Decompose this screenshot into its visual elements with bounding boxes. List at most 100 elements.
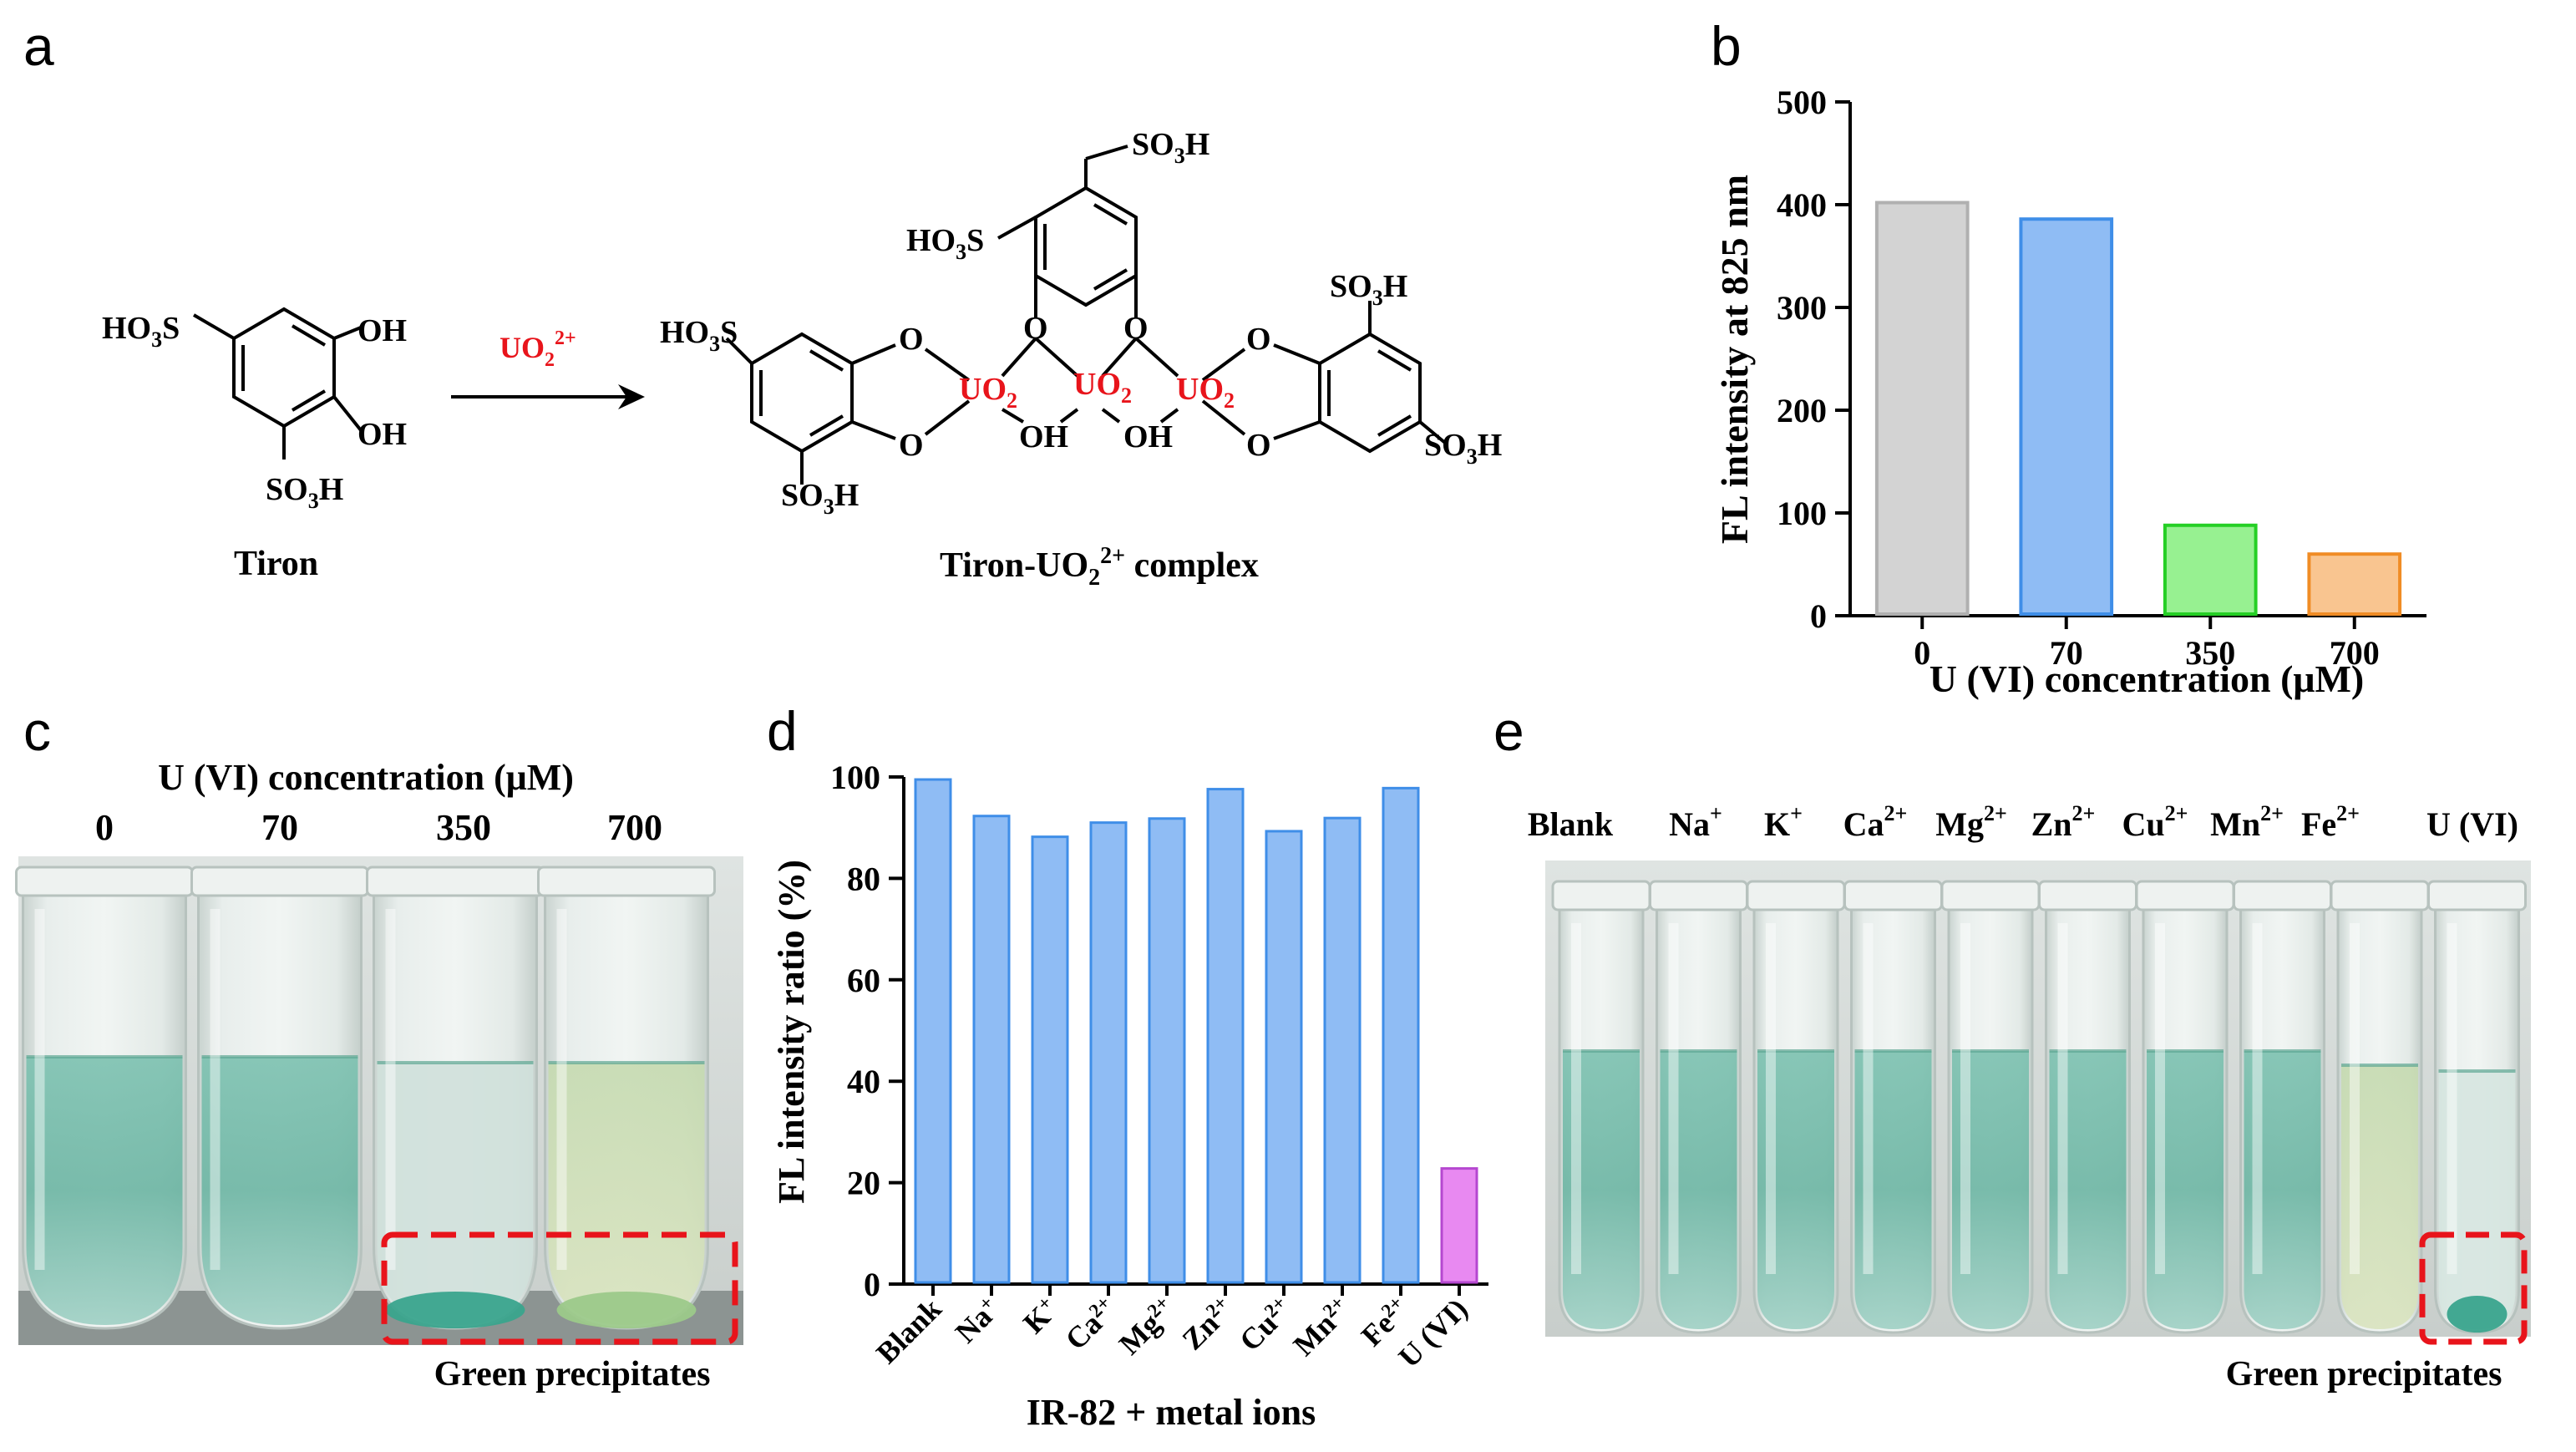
complex-hso3-center: HO3S — [906, 223, 984, 264]
photo-e-tube — [2330, 880, 2430, 1334]
chart-b-y-tick-label: 0 — [1810, 597, 1827, 635]
chart-d-bar — [914, 778, 952, 1284]
complex-o-5: O — [1246, 322, 1271, 357]
tiron-hso3-label: HO3S — [102, 311, 180, 352]
chart-d-x-tick-label: Ca2+ — [1059, 1292, 1123, 1356]
chart-d-x-tick-label: U (VI) — [1392, 1292, 1473, 1373]
photo-e-tube-label: Na+ — [1669, 801, 1722, 843]
complex-so3h-right-bottom: SO3H — [1424, 428, 1502, 469]
precipitate-highlight-box-e — [2419, 1231, 2528, 1345]
precipitate-highlight-box-c — [381, 1231, 738, 1345]
chart-d-x-label: IR-82 + metal ions — [1027, 1392, 1316, 1433]
photo-e-tube — [1940, 880, 2041, 1334]
complex-uo2-2: UO2 — [1073, 367, 1132, 408]
photo-e-tube — [2135, 880, 2235, 1334]
photo-e-tube-label: Mn2+ — [2210, 801, 2284, 843]
chart-d-x-tick-label: Mn2+ — [1286, 1292, 1356, 1362]
photo-e-annotation: Green precipitates — [2226, 1355, 2502, 1394]
photo-c-tube — [366, 866, 545, 1330]
photo-e-tube-label: Ca2+ — [1843, 801, 1908, 843]
chart-b-bar — [2019, 217, 2114, 616]
chart-d-bar — [1148, 817, 1186, 1284]
chart-d-bar — [1031, 835, 1069, 1284]
complex-oh-1: OH — [1019, 419, 1068, 454]
panel-label-a: a — [23, 15, 54, 77]
chart-b-x-tick-label: 700 — [2330, 634, 2380, 672]
chart-b-y-tick-label: 300 — [1777, 289, 1827, 327]
chart-d-y-tick-label: 60 — [847, 962, 880, 999]
chart-d-x-tick-label: Mg2+ — [1113, 1292, 1182, 1361]
chart-b-bar — [2163, 523, 2258, 617]
photo-c-tube-label: 0 — [95, 807, 114, 848]
tiron-oh-label-1: OH — [357, 313, 407, 348]
photo-e-tube — [1551, 880, 1651, 1334]
chart-d-y-tick-label: 80 — [847, 860, 880, 897]
panel-label-e: e — [1493, 700, 1524, 762]
photo-e-tube-label: Mg2+ — [1935, 801, 2007, 843]
photo-e-tube-label: Cu2+ — [2122, 801, 2188, 843]
photo-c-tube-label: 700 — [607, 807, 662, 848]
complex-oh-2: OH — [1123, 419, 1173, 454]
complex-o-1: O — [899, 322, 924, 357]
chart-b-y-tick-label: 200 — [1777, 392, 1827, 429]
chart-d-bar — [1382, 786, 1420, 1284]
photo-c-tube — [537, 866, 716, 1330]
photo-e-tube-label: Fe2+ — [2301, 801, 2360, 843]
chart-b-y-label: FL intensity at 825 nm — [1713, 175, 1756, 544]
chart-d-x-tick-label: K+ — [1017, 1292, 1065, 1340]
photo-e-tube-label: K+ — [1764, 801, 1803, 843]
complex-structure — [725, 145, 1447, 485]
photo-e-tube — [2233, 880, 2332, 1334]
chart-b-y-tick-label: 400 — [1777, 186, 1827, 224]
photo-e-tube — [2038, 880, 2137, 1334]
photo-e-tube-label: Zn2+ — [2031, 801, 2096, 843]
complex-uo2-3: UO2 — [1176, 372, 1235, 413]
chart-d-x-tick-label: Na+ — [949, 1292, 1007, 1349]
photo-e-tube-label: U (VI) — [2426, 805, 2518, 843]
chart-b-bar — [2307, 552, 2402, 617]
chart-b-x-tick-label: 350 — [2185, 634, 2235, 672]
chart-d-y-label: FL intensity ratio (%) — [771, 860, 812, 1204]
chart-b-x-tick-label: 0 — [1914, 634, 1930, 672]
complex-o-4: O — [1123, 311, 1149, 346]
complex-so3h-right-top: SO3H — [1330, 269, 1407, 310]
chart-d: 0 20 40 60 80 100 Blank Na+ K+Ca2+Mg2+ Zn2+ Cu2+Mn… — [771, 759, 1488, 1433]
complex-so3h-bottom: SO3H — [781, 478, 859, 519]
chart-d-bar — [1440, 1167, 1478, 1284]
photo-c-tube-label: 70 — [261, 807, 298, 848]
photo-c: U (VI) concentration (μM) 0 70 350 700 Gree… — [15, 757, 743, 1394]
photo-c-annotation: Green precipitates — [434, 1355, 711, 1394]
complex-hso3-left: HO3S — [660, 315, 738, 356]
photo-e-tube — [1843, 880, 1943, 1334]
chart-d-y-tick-label: 0 — [864, 1266, 880, 1303]
panel-label-d: d — [767, 700, 798, 762]
chart-b-y-tick-label: 500 — [1777, 84, 1827, 121]
photo-e-tube — [1649, 880, 1748, 1334]
photo-c-tube — [15, 866, 194, 1330]
chart-d-bar — [1206, 788, 1245, 1284]
photo-e-tube — [2427, 880, 2527, 1334]
chart-b-y-tick-label: 100 — [1777, 495, 1827, 532]
photo-e-tube — [1746, 880, 1846, 1334]
photo-e: Blank Na+ K+ Ca2+ Mg2+ Zn2+ Cu2+ Mn2+ Fe2+ U (VI)… — [1528, 801, 2531, 1394]
reagent-label: UO22+ — [499, 327, 576, 371]
complex-so3h-top: SO3H — [1132, 127, 1209, 168]
chart-d-y-tick-label: 100 — [830, 759, 880, 796]
chart-d-x-tick-label: Zn2+ — [1176, 1292, 1240, 1356]
chart-d-bar — [1089, 821, 1128, 1284]
photo-c-tube — [190, 866, 369, 1330]
photo-c-tube-label: 350 — [436, 807, 491, 848]
complex-o-3: O — [1023, 311, 1048, 346]
chart-b-x-tick-label: 70 — [2050, 634, 2083, 672]
chart-d-y-tick-label: 40 — [847, 1063, 880, 1100]
tiron-structure — [192, 307, 363, 459]
tiron-name: Tiron — [234, 545, 318, 583]
chart-b-bar — [1874, 201, 1970, 616]
chart-d-bar — [1265, 830, 1303, 1284]
reaction-scheme — [192, 145, 1447, 485]
panel-label-b: b — [1711, 15, 1742, 77]
arrow-head — [618, 384, 645, 409]
tiron-oh-label-2: OH — [357, 417, 407, 452]
